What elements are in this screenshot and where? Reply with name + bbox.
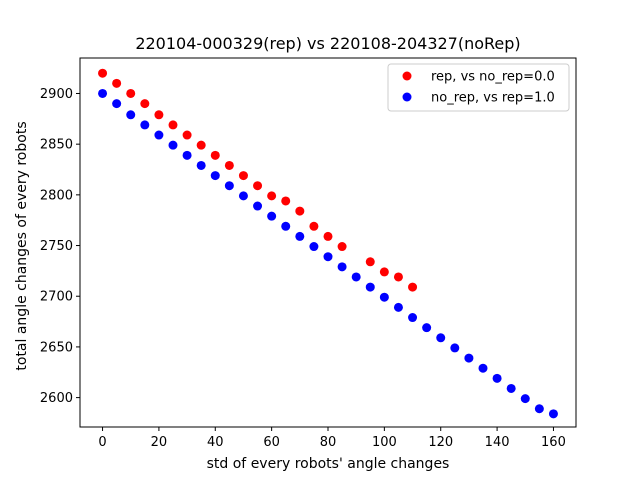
- y-tick-label: 2800: [40, 188, 73, 203]
- y-tick-label: 2650: [40, 340, 73, 355]
- legend-label-1: no_rep, vs rep=1.0: [431, 91, 555, 106]
- series-0-point: [210, 150, 220, 160]
- series-0-point: [309, 221, 319, 231]
- series-0-point: [281, 196, 291, 206]
- series-0-point: [393, 272, 403, 282]
- x-tick-label: 80: [320, 435, 337, 450]
- series-1-point: [379, 292, 389, 302]
- series-0-point: [267, 191, 277, 201]
- legend-label-0: rep, vs no_rep=0.0: [431, 70, 555, 85]
- series-1-point: [464, 353, 474, 363]
- series-1-point: [422, 323, 432, 333]
- series-1-point: [267, 211, 277, 221]
- series-1-point: [492, 373, 502, 383]
- series-0-point: [238, 171, 248, 181]
- series-0-point: [408, 282, 418, 292]
- series-1-point: [436, 333, 446, 343]
- series-0-point: [379, 267, 389, 277]
- series-0-point: [323, 231, 333, 241]
- series-1-point: [478, 363, 488, 373]
- series-0-point: [98, 68, 108, 78]
- series-1-point: [253, 201, 263, 211]
- series-0-point: [337, 242, 347, 252]
- series-1-point: [295, 231, 305, 241]
- series-1-point: [98, 88, 108, 98]
- series-0-point: [168, 120, 178, 130]
- series-1-point: [154, 130, 164, 140]
- series-0-point: [126, 88, 136, 98]
- series-0-point: [196, 140, 206, 150]
- series-1-point: [112, 99, 122, 109]
- series-1-point: [224, 181, 234, 191]
- y-axis-title: total angle changes of every robots: [14, 121, 30, 370]
- legend-marker-1: [402, 92, 412, 102]
- series-1-point: [140, 120, 150, 130]
- series-1-point: [506, 383, 516, 393]
- series-0-point: [253, 181, 263, 191]
- x-tick-label: 100: [372, 435, 397, 450]
- x-tick-label: 120: [428, 435, 453, 450]
- x-tick-label: 40: [207, 435, 224, 450]
- x-tick-label: 60: [263, 435, 280, 450]
- x-tick-label: 0: [98, 435, 106, 450]
- series-1-point: [351, 272, 361, 282]
- series-1-point: [520, 394, 530, 404]
- plot-frame: [79, 57, 577, 428]
- series-0-point: [154, 110, 164, 120]
- x-tick-label: 140: [485, 435, 510, 450]
- series-1-point: [126, 110, 136, 120]
- series-0-point: [224, 160, 234, 170]
- series-1-point: [450, 343, 460, 353]
- plot-area: 0 20 40 60 80 100 120 140 160 2600 2650 2700 2750 280…: [40, 57, 577, 450]
- series-1-point: [393, 302, 403, 312]
- series-0-point: [365, 257, 375, 267]
- series-0-point: [295, 206, 305, 216]
- chart-title: 220104-000329(rep) vs 220108-204327(noRe…: [135, 34, 520, 53]
- series-1-point: [548, 409, 558, 419]
- series-1-point: [182, 150, 192, 160]
- series-1-point: [323, 252, 333, 262]
- y-tick-label: 2750: [40, 239, 73, 254]
- y-tick-label: 2600: [40, 391, 73, 406]
- series-1-point: [337, 262, 347, 272]
- series-1-point: [196, 160, 206, 170]
- series-1-point: [210, 171, 220, 181]
- x-axis-title: std of every robots' angle changes: [207, 456, 450, 472]
- series-1-point: [408, 313, 418, 323]
- legend-box: [387, 63, 570, 112]
- series-0-point: [182, 130, 192, 140]
- series-1-point: [309, 242, 319, 252]
- series-0-point: [140, 99, 150, 109]
- y-tick-label: 2850: [40, 138, 73, 153]
- series-1-point: [168, 140, 178, 150]
- series-1-point: [281, 221, 291, 231]
- series-1-point: [534, 404, 544, 414]
- series-1-point: [365, 282, 375, 292]
- y-tick-label: 2700: [40, 290, 73, 305]
- x-tick-label: 20: [151, 435, 168, 450]
- y-tick-label: 2900: [40, 87, 73, 102]
- x-tick-label: 160: [541, 435, 566, 450]
- series-0-point: [112, 78, 122, 88]
- legend-marker-0: [402, 71, 412, 81]
- series-1-point: [238, 191, 248, 201]
